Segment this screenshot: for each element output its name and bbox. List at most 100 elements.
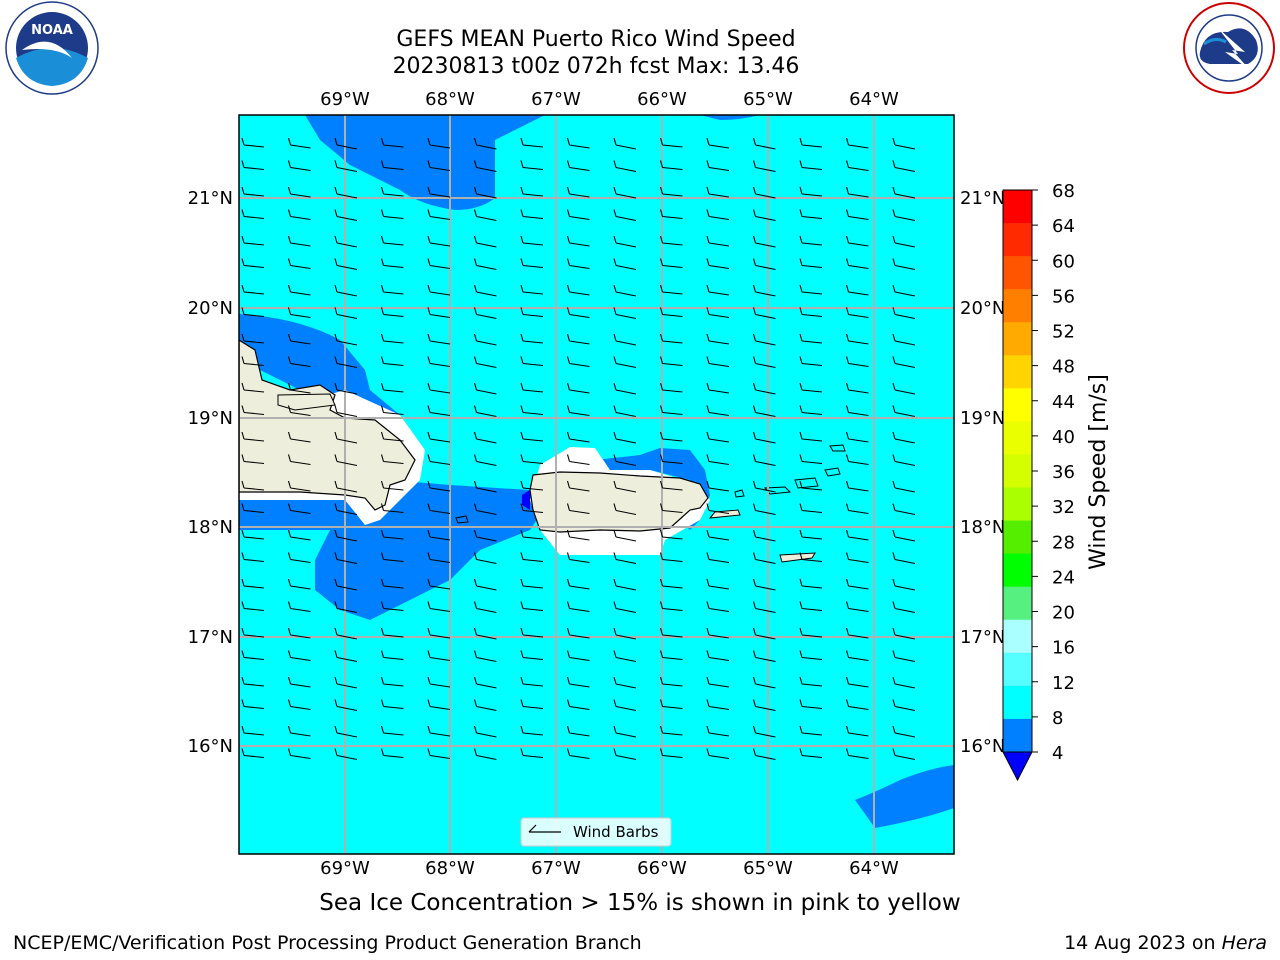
- colorbar-tick-label: 48: [1052, 357, 1075, 378]
- wind-barb: [892, 186, 916, 199]
- wind-4-8-region-west: [239, 314, 400, 415]
- wind-barb: [427, 333, 451, 345]
- wind-4-8-region-south: [239, 480, 540, 620]
- wind-barb: [287, 284, 311, 296]
- wind-barb: [334, 160, 358, 173]
- wind-barb: [799, 137, 823, 148]
- wind-barb: [287, 748, 311, 760]
- wind-barb: [380, 725, 404, 736]
- wind-barb: [520, 725, 544, 736]
- wind-barb: [892, 454, 916, 467]
- wind-barbs: [241, 137, 916, 761]
- wind-barb: [473, 137, 497, 150]
- wind-barb: [520, 676, 544, 687]
- wind-barb: [706, 235, 730, 247]
- lat-label: 16°N: [188, 736, 233, 757]
- wind-barb: [659, 235, 683, 246]
- lat-label: 20°N: [188, 298, 233, 319]
- colorbar-tick-label: 32: [1052, 497, 1075, 518]
- wind-barb: [845, 748, 869, 760]
- wind-barb: [752, 676, 776, 689]
- colorbar-tick-label: 36: [1052, 462, 1075, 483]
- wind-barb: [752, 601, 776, 614]
- wind-barb: [845, 235, 869, 247]
- wind-barb: [427, 725, 451, 737]
- wind-barb: [427, 209, 451, 221]
- wind-barb: [427, 431, 451, 443]
- wind-barb: [659, 748, 683, 759]
- wind-barb: [287, 186, 311, 198]
- wind-barb: [287, 454, 311, 466]
- wind-barb: [752, 307, 776, 320]
- wind-barb: [241, 650, 265, 661]
- wind-barb: [473, 258, 497, 271]
- wind-barb: [752, 748, 776, 761]
- wind-barb: [287, 382, 311, 394]
- wind-barb: [334, 529, 358, 542]
- nws-logo-icon: [1183, 2, 1275, 94]
- wind-barb: [427, 258, 451, 270]
- colorbar-segment: [1003, 322, 1032, 356]
- wind-barb: [706, 209, 730, 221]
- colorbar-tick-label: 20: [1052, 603, 1075, 624]
- wind-barb: [473, 454, 497, 467]
- wind-barb: [613, 699, 637, 712]
- wind-barb: [892, 650, 916, 663]
- wind-barb: [566, 258, 590, 270]
- wind-barb: [752, 235, 776, 248]
- wind-barb: [380, 186, 404, 197]
- wind-barb: [752, 284, 776, 297]
- wind-barb: [427, 578, 451, 590]
- wind-barb: [892, 725, 916, 738]
- wind-barb: [752, 552, 776, 565]
- wind-barb: [892, 676, 916, 689]
- wind-barb: [566, 480, 590, 492]
- wind-barb: [659, 186, 683, 197]
- wind-barb: [845, 258, 869, 270]
- sea-ice-note: Sea Ice Concentration > 15% is shown in …: [319, 890, 961, 916]
- wind-barb: [427, 454, 451, 466]
- wind-barb: [845, 405, 869, 417]
- wind-barb: [520, 284, 544, 295]
- wind-barb: [287, 431, 311, 443]
- wind-barb: [287, 601, 311, 613]
- wind-barb: [659, 699, 683, 710]
- wind-barb: [659, 209, 683, 220]
- wind-barb: [520, 503, 544, 514]
- wind-barb: [799, 186, 823, 197]
- wind-barb: [752, 503, 776, 516]
- wind-barb: [380, 552, 404, 563]
- lon-label: 66°W: [637, 858, 687, 879]
- wind-barb: [380, 160, 404, 171]
- wind-barb: [892, 699, 916, 712]
- wind-barb: [892, 160, 916, 173]
- wind-barb: [845, 503, 869, 515]
- wind-barb: [520, 186, 544, 197]
- wind-barb: [287, 258, 311, 270]
- wind-barb: [659, 650, 683, 661]
- wind-barb: [473, 676, 497, 689]
- wind-barb: [799, 382, 823, 393]
- wind-barb: [845, 578, 869, 590]
- wind-barb: [659, 431, 683, 442]
- wind-barb: [427, 503, 451, 515]
- colorbar-segment: [1003, 223, 1032, 257]
- wind-barb: [380, 699, 404, 710]
- wind-barb: [427, 552, 451, 564]
- wind-barb: [241, 258, 265, 269]
- wind-barb: [845, 725, 869, 737]
- colorbar-tick-label: 28: [1052, 532, 1075, 553]
- wind-barb: [520, 258, 544, 269]
- wind-barb: [706, 284, 730, 296]
- wind-barb: [659, 480, 683, 491]
- wind-barb: [334, 503, 358, 516]
- wind-barb: [287, 235, 311, 247]
- wind-barb: [892, 431, 916, 444]
- wind-barb: [287, 307, 311, 319]
- wind-barb: [520, 382, 544, 393]
- lat-label: 19°N: [960, 408, 1005, 429]
- wind-barb: [706, 480, 730, 492]
- wind-barb: [706, 307, 730, 319]
- wind-barb: [380, 431, 404, 442]
- wind-barb: [520, 160, 544, 171]
